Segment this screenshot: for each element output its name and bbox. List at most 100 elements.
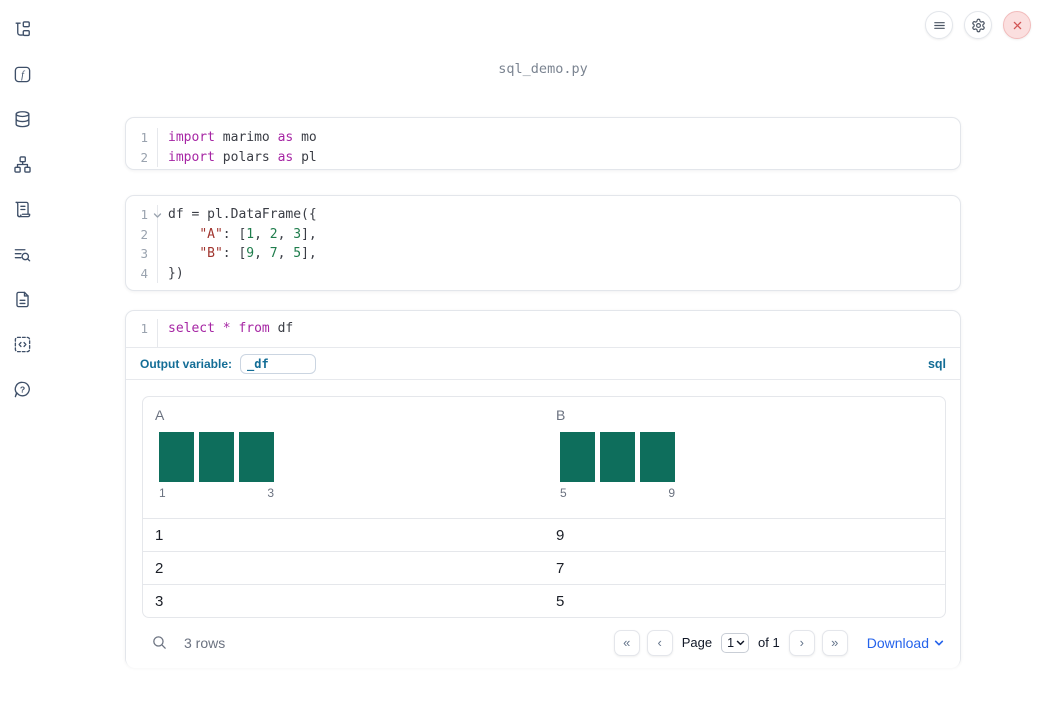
output-variable-label: Output variable: (140, 356, 233, 371)
search-icon[interactable] (151, 634, 168, 651)
sidebar-item-documentation[interactable] (8, 285, 36, 313)
code-token: , (254, 246, 270, 261)
code-token: 7 (269, 246, 278, 261)
code-token: df (269, 321, 294, 336)
code-token (215, 321, 223, 336)
svg-text:?: ? (19, 384, 24, 394)
download-button[interactable]: Download (867, 635, 944, 651)
code-lines: import marimo as mo import polars as pl (158, 128, 317, 167)
cell-output: A 1 3 B (126, 379, 960, 668)
code-token: as (277, 130, 294, 145)
code-token: pl (293, 149, 317, 165)
code-line[interactable]: }) (168, 264, 317, 284)
code-line[interactable]: df = pl.DataFrame({ (168, 205, 317, 225)
shutdown-button[interactable] (1003, 11, 1031, 39)
line-number: 2 (140, 226, 148, 242)
sidebar-item-dependency-graph[interactable] (8, 150, 36, 178)
code-token: : [ (222, 226, 247, 242)
histogram-bar[interactable] (560, 432, 595, 482)
histogram-bar[interactable] (239, 432, 274, 482)
sidebar: f (0, 0, 44, 713)
sidebar-item-snippets[interactable] (8, 330, 36, 358)
page-label: Page (681, 635, 713, 650)
code-token: 3 (293, 226, 302, 242)
histogram-bar[interactable] (199, 432, 234, 482)
top-controls (925, 11, 1031, 39)
code-token: }) (168, 265, 184, 281)
chevron-down-icon (934, 639, 944, 645)
sidebar-item-file-explorer[interactable] (8, 15, 36, 43)
line-number: 2 (140, 149, 148, 165)
column-header-a[interactable]: A 1 3 (143, 397, 544, 518)
list-search-icon (14, 248, 30, 262)
code-line[interactable]: "A": [1, 2, 3], (168, 225, 317, 245)
column-name: B (556, 407, 566, 423)
prev-page-button[interactable]: ‹ (646, 629, 673, 656)
table-cell: 5 (556, 592, 565, 610)
pagination: « ‹ Page 1 of 1 › (613, 629, 944, 656)
function-icon: f (14, 66, 30, 82)
first-page-button[interactable]: « (613, 629, 640, 656)
hist-max-label: 9 (668, 486, 675, 500)
page-select-value: 1 (727, 635, 735, 650)
sidebar-item-logs[interactable] (8, 195, 36, 223)
scroll-icon (14, 201, 30, 217)
code-token: polars (214, 149, 278, 165)
last-page-button[interactable]: » (821, 629, 848, 656)
line-number: 4 (140, 265, 148, 281)
code-line[interactable]: import polars as pl (168, 148, 317, 168)
gear-icon (971, 18, 985, 32)
line-number: 1 (140, 321, 148, 336)
last-page-icon: » (831, 635, 839, 650)
line-number-gutter: 1 (126, 319, 158, 347)
page-select[interactable]: 1 (721, 632, 750, 653)
sidebar-item-variables[interactable]: f (8, 60, 36, 88)
language-badge: sql (927, 356, 946, 371)
fold-chevron-icon[interactable] (153, 206, 163, 218)
settings-button[interactable] (964, 11, 992, 39)
code-token: marimo (214, 130, 278, 145)
hamburger-icon (933, 21, 945, 29)
code-token: : [ (222, 246, 247, 261)
code-token: 5 (293, 246, 302, 261)
table-cell: 7 (556, 559, 565, 577)
histogram-bar[interactable] (159, 432, 194, 482)
table-header: A 1 3 B (143, 397, 945, 518)
output-variable-input[interactable] (240, 353, 317, 374)
code-token: select (168, 321, 215, 336)
prev-page-icon: ‹ (657, 635, 662, 650)
histogram-bar[interactable] (640, 432, 675, 482)
column-histogram: 1 3 (159, 432, 274, 500)
histogram-bar[interactable] (600, 432, 635, 482)
code-token: df = pl.DataFrame({ (168, 207, 317, 222)
database-icon (14, 110, 30, 127)
next-page-button[interactable]: › (788, 629, 815, 656)
code-line[interactable]: import marimo as mo (168, 128, 317, 148)
code-token: 2 (269, 226, 278, 242)
file-tree-icon (14, 20, 30, 36)
sidebar-item-data-sources[interactable] (8, 105, 36, 133)
sidebar-item-help[interactable]: ? (8, 375, 36, 403)
code-line[interactable]: "B": [9, 7, 5], (168, 244, 316, 264)
dataframe-table: A 1 3 B (142, 396, 946, 618)
code-editor[interactable]: 1 select * from df (126, 311, 960, 347)
column-histogram: 5 9 (560, 432, 675, 500)
code-token (168, 246, 199, 261)
code-lines: df = pl.DataFrame({ "A": [1, 2, 3], "B":… (158, 205, 317, 283)
code-token: ], (301, 226, 317, 242)
menu-button[interactable] (925, 11, 953, 39)
sidebar-item-outline-search[interactable] (8, 240, 36, 268)
column-header-b[interactable]: B 5 9 (544, 397, 945, 518)
code-line[interactable]: select * from df (168, 319, 293, 339)
sql-cell: 1 select * from df Output variable: sql … (125, 310, 961, 668)
line-number: 1 (140, 205, 162, 225)
hist-min-label: 5 (560, 486, 567, 500)
code-token: import (168, 130, 215, 145)
